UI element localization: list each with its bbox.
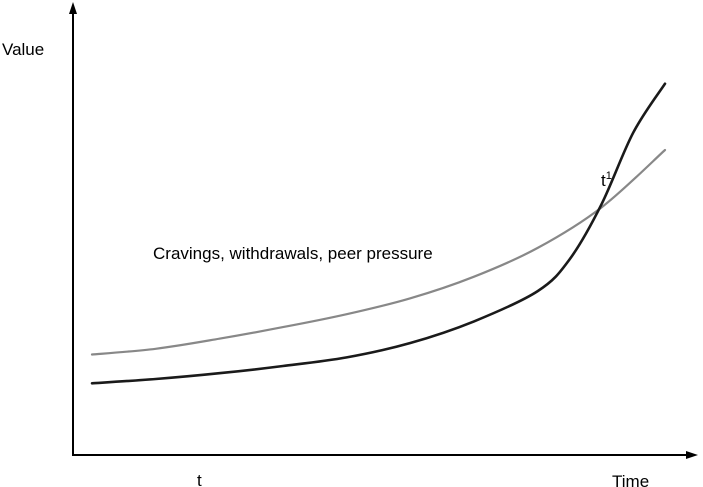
x-axis-label: Time [612,472,649,487]
series-line-1 [90,148,667,356]
annotation-cravings: Cravings, withdrawals, peer pressure [153,244,433,263]
series-line-2 [90,82,667,385]
annotation-intersection-base: t [601,171,606,190]
y-axis-arrow [69,2,77,14]
annotation-intersection: t1 [601,170,612,190]
x-tick-label-t: t [197,471,202,487]
series-layer [90,82,667,385]
y-axis-label: Value [2,40,44,59]
x-axis-arrow [686,451,698,459]
annotation-intersection-superscript: 1 [606,170,612,182]
axes [69,2,698,459]
